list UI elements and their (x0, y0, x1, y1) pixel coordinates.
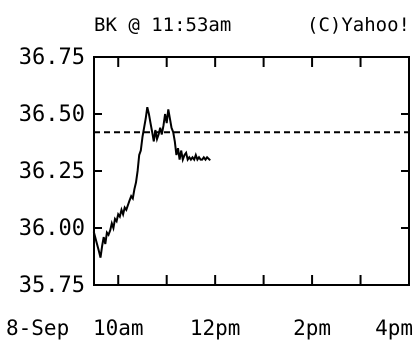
y-tick-label: 35.75 (19, 273, 85, 298)
x-tick-label: 10am (93, 316, 144, 340)
y-tick-label: 36.50 (19, 102, 85, 127)
chart-header-right: (C)Yahoo! (307, 14, 410, 36)
chart-header-left: BK @ 11:53am (94, 14, 231, 36)
x-tick-label: 2pm (293, 316, 331, 340)
y-tick-label: 36.00 (19, 216, 85, 241)
series-line-bk (92, 106, 211, 258)
x-tick-label: 12pm (190, 316, 241, 340)
tick-marks (94, 57, 409, 285)
x-axis-labels: 8-Sep 10am 12pm 2pm 4pm (6, 316, 413, 340)
plot-frame (93, 56, 410, 286)
y-axis-labels: 36.75 36.50 36.25 36.00 35.75 (19, 45, 85, 298)
x-tick-label: 4pm (375, 316, 413, 340)
y-tick-label: 36.25 (19, 159, 85, 184)
y-tick-label: 36.75 (19, 45, 85, 70)
date-label: 8-Sep (6, 316, 69, 340)
